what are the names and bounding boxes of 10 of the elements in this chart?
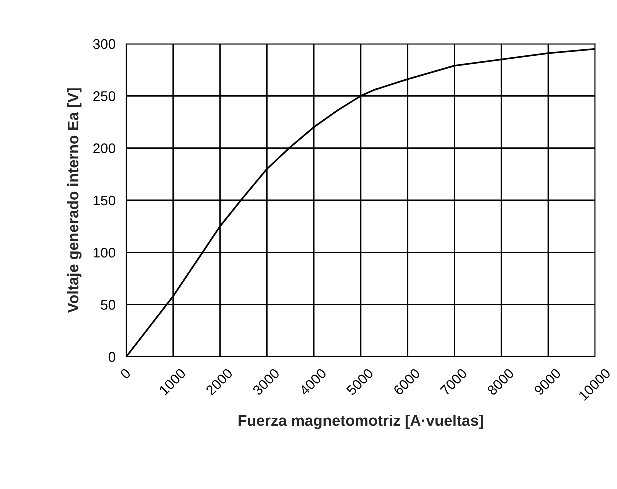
y-tick-label: 0 [108,352,116,362]
y-axis-title: Voltaje generado interno Ea [V] [67,88,82,314]
x-axis-title: Fuerza magnetomotriz [A·vueltas] [238,414,484,430]
y-tick-label: 100 [94,248,116,258]
y-tick-label: 200 [94,144,116,154]
x-tick-label: 0 [120,368,132,380]
y-tick-label: 250 [94,92,116,102]
y-tick-label: 150 [94,196,116,206]
y-tick-label: 300 [93,39,116,50]
y-tick-label: 50 [101,300,116,310]
